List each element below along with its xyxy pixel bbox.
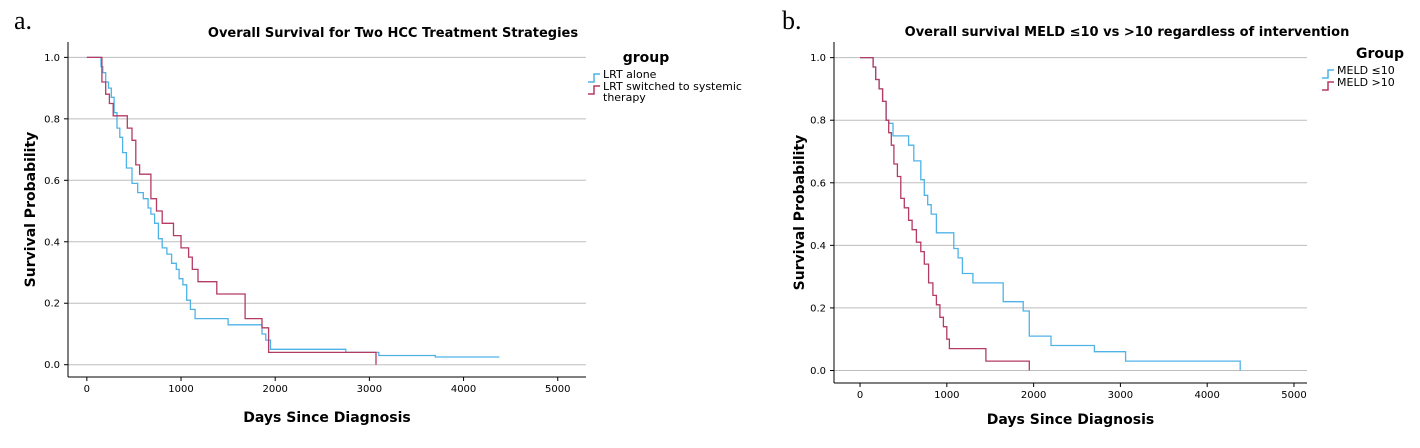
x-tick-label: 5000 — [545, 384, 570, 395]
panel-label-a: a. — [14, 6, 33, 35]
chart-title: Overall Survival for Two HCC Treatment S… — [208, 26, 578, 41]
y-axis-label: Survival Probability — [792, 135, 808, 291]
legend-label-2: MELD >10 — [1337, 76, 1395, 89]
x-tick-label: 4000 — [1194, 390, 1219, 401]
panel-b: b. Overall survival MELD ≤10 vs >10 rega… — [770, 0, 1420, 448]
legend-swatch-2 — [588, 85, 600, 95]
x-tick-label: 2000 — [1021, 390, 1046, 401]
panel-a: a. Overall Survival for Two HCC Treatmen… — [14, 6, 742, 426]
x-tick-label: 1000 — [934, 390, 959, 401]
x-tick-label: 1000 — [168, 384, 193, 395]
legend-label-2: LRT switched to systemic therapy — [603, 80, 742, 104]
legend-label-line: therapy — [603, 91, 646, 104]
x-tick-label: 3000 — [1108, 390, 1133, 401]
legend-title: Group — [1356, 46, 1404, 62]
y-tick-label: 1.0 — [44, 53, 60, 64]
y-axis-label: Survival Probability — [23, 132, 39, 288]
y-tick-label: 0.8 — [810, 116, 826, 127]
y-tick-label: 0.6 — [810, 178, 826, 189]
x-tick-label: 5000 — [1281, 390, 1306, 401]
legend-swatch-1 — [1322, 69, 1334, 79]
x-tick-label: 0 — [857, 390, 863, 401]
x-tick-label: 0 — [84, 384, 90, 395]
y-tick-label: 0.6 — [44, 176, 60, 187]
legend-swatch-1 — [588, 73, 600, 83]
x-tick-label: 3000 — [357, 384, 382, 395]
y-tick-label: 0.4 — [810, 241, 826, 252]
legend-label-1: MELD ≤10 — [1337, 64, 1395, 77]
y-tick-label: 0.8 — [44, 114, 60, 125]
survival-chart-b: Overall survival MELD ≤10 vs >10 regardl… — [792, 25, 1404, 428]
series-line-2 — [860, 56, 1030, 371]
y-tick-label: 0.2 — [44, 299, 60, 310]
x-tick-label: 2000 — [262, 384, 287, 395]
chart-title: Overall survival MELD ≤10 vs >10 regardl… — [905, 25, 1350, 40]
series-line-1 — [860, 56, 1241, 371]
y-tick-label: 0.0 — [44, 360, 60, 371]
x-axis-label: Days Since Diagnosis — [243, 410, 410, 426]
legend-title: group — [623, 50, 670, 66]
y-tick-label: 0.2 — [810, 303, 826, 314]
panel-label-b: b. — [782, 6, 802, 35]
series-line-2 — [86, 56, 377, 365]
y-tick-label: 0.0 — [810, 366, 826, 377]
series-line-1 — [86, 56, 500, 358]
survival-chart-a: Overall Survival for Two HCC Treatment S… — [23, 26, 742, 426]
y-tick-label: 1.0 — [810, 53, 826, 64]
y-tick-label: 0.4 — [44, 237, 60, 248]
x-tick-label: 4000 — [451, 384, 476, 395]
legend-label-line: LRT switched to systemic — [603, 80, 742, 93]
legend-label-1: LRT alone — [603, 68, 657, 81]
x-axis-label: Days Since Diagnosis — [987, 412, 1154, 428]
legend-swatch-2 — [1322, 81, 1334, 91]
